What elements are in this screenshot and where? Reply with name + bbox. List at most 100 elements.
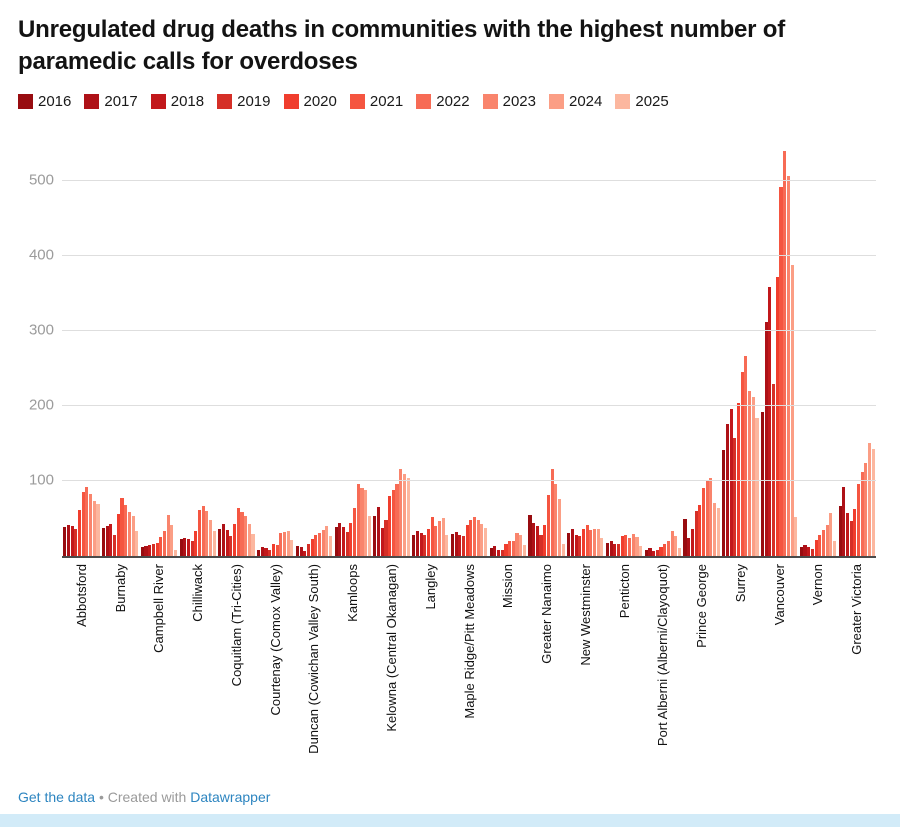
bar bbox=[515, 533, 519, 557]
x-label-cell: Greater Victoria bbox=[837, 564, 876, 782]
x-axis-labels: Abbotsford Burnaby Campbell River Chilliwac… bbox=[62, 564, 876, 782]
bar bbox=[500, 550, 504, 557]
bar bbox=[772, 383, 776, 557]
legend-swatch-icon bbox=[84, 94, 100, 110]
x-axis-label: Maple Ridge/Pitt Meadows bbox=[461, 564, 477, 719]
x-label-cell: Vernon bbox=[799, 564, 838, 782]
bar bbox=[790, 264, 794, 557]
bar bbox=[201, 506, 205, 557]
bar bbox=[493, 545, 497, 557]
y-tick-label: 300 bbox=[28, 321, 54, 339]
bar bbox=[205, 511, 209, 557]
legend-swatch-icon bbox=[283, 94, 299, 110]
legend-swatch-icon bbox=[482, 94, 498, 110]
legend-item-2025: 2025 bbox=[615, 93, 669, 111]
x-axis-label: Greater Victoria bbox=[849, 564, 865, 656]
bar bbox=[504, 544, 508, 557]
bar bbox=[574, 535, 578, 557]
datawrapper-link[interactable]: Datawrapper bbox=[190, 789, 271, 805]
footer-separator: • bbox=[98, 789, 104, 805]
bar bbox=[183, 537, 187, 557]
bar bbox=[469, 520, 473, 557]
bar bbox=[535, 526, 539, 557]
x-axis-label: Duncan (Cowichan Valley South) bbox=[306, 564, 322, 755]
bar bbox=[345, 531, 349, 557]
bar-group-maple-ridge-pitt-meadows bbox=[450, 136, 489, 557]
bar bbox=[620, 536, 624, 557]
bar bbox=[450, 533, 454, 557]
legend-year-label: 2016 bbox=[38, 93, 72, 111]
bar bbox=[755, 417, 759, 557]
bar bbox=[725, 424, 730, 557]
bar bbox=[652, 551, 656, 557]
legend-item-2018: 2018 bbox=[150, 93, 204, 110]
x-axis-label: Courtenay (Comox Valley) bbox=[267, 564, 283, 716]
legend-year-label: 2017 bbox=[104, 93, 138, 111]
get-the-data-link[interactable]: Get the data bbox=[18, 789, 96, 805]
bar bbox=[373, 515, 377, 557]
bar bbox=[701, 488, 706, 557]
bar bbox=[543, 524, 547, 557]
bar bbox=[648, 548, 652, 557]
legend-year-label: 2025 bbox=[635, 93, 669, 111]
bar bbox=[561, 544, 565, 557]
bar-group-mission bbox=[488, 136, 527, 557]
bar-group-new-westminster bbox=[566, 136, 605, 557]
year-legend: 2016 2017 2018 2019 2020 2021 2022 2023 2024 2025 bbox=[18, 93, 882, 110]
bar bbox=[66, 524, 71, 557]
bar bbox=[853, 509, 857, 557]
gridline-500: 500 bbox=[29, 172, 876, 189]
legend-item-2022: 2022 bbox=[416, 93, 470, 110]
bar bbox=[567, 533, 571, 557]
legend-year-label: 2019 bbox=[237, 93, 271, 111]
legend-swatch-icon bbox=[150, 94, 166, 110]
bar-group-port-alberni-alberni-clayoquot- bbox=[643, 136, 682, 557]
bar bbox=[290, 539, 294, 557]
legend-item-2023: 2023 bbox=[482, 93, 536, 110]
gridline-300: 300 bbox=[29, 322, 876, 339]
bar bbox=[423, 535, 427, 557]
bar bbox=[581, 528, 586, 557]
x-label-cell: Duncan (Cowichan Valley South) bbox=[295, 564, 334, 782]
legend-swatch-icon bbox=[217, 94, 233, 110]
bar bbox=[63, 527, 67, 557]
bar bbox=[236, 507, 240, 557]
bar-group-langley bbox=[411, 136, 450, 557]
bar bbox=[810, 548, 814, 557]
bar bbox=[430, 517, 434, 557]
bar bbox=[120, 497, 124, 557]
legend-item-2024: 2024 bbox=[549, 93, 602, 110]
bar bbox=[140, 547, 144, 557]
bar bbox=[532, 522, 536, 557]
bar bbox=[818, 535, 822, 557]
bar bbox=[113, 535, 117, 557]
x-axis-label: Port Alberni (Alberni/Clayoquot) bbox=[655, 564, 671, 747]
x-axis-label: New Westminster bbox=[577, 564, 593, 666]
bar bbox=[233, 524, 237, 557]
bar bbox=[807, 547, 811, 557]
bar bbox=[127, 512, 131, 557]
bar bbox=[329, 536, 333, 557]
x-label-cell: New Westminster bbox=[566, 564, 605, 782]
bar bbox=[764, 321, 768, 557]
bar bbox=[635, 536, 639, 557]
x-label-cell: Surrey bbox=[721, 564, 760, 782]
legend-item-2017: 2017 bbox=[84, 93, 138, 111]
bar bbox=[74, 529, 78, 557]
bar bbox=[271, 544, 275, 557]
bar bbox=[247, 524, 251, 557]
bar bbox=[628, 538, 632, 557]
bar bbox=[131, 515, 135, 557]
bar bbox=[842, 486, 846, 557]
bar bbox=[151, 544, 155, 557]
bar bbox=[539, 534, 543, 557]
bar bbox=[380, 527, 384, 557]
x-axis-label: Kelowna (Central Okanagan) bbox=[384, 564, 399, 732]
legend-item-2019: 2019 bbox=[217, 93, 271, 111]
bar bbox=[489, 548, 493, 557]
x-axis-label: Chilliwack bbox=[190, 564, 206, 623]
x-label-cell: Penticton bbox=[605, 564, 644, 782]
x-axis-label: Langley bbox=[422, 564, 438, 610]
bar bbox=[306, 543, 310, 557]
